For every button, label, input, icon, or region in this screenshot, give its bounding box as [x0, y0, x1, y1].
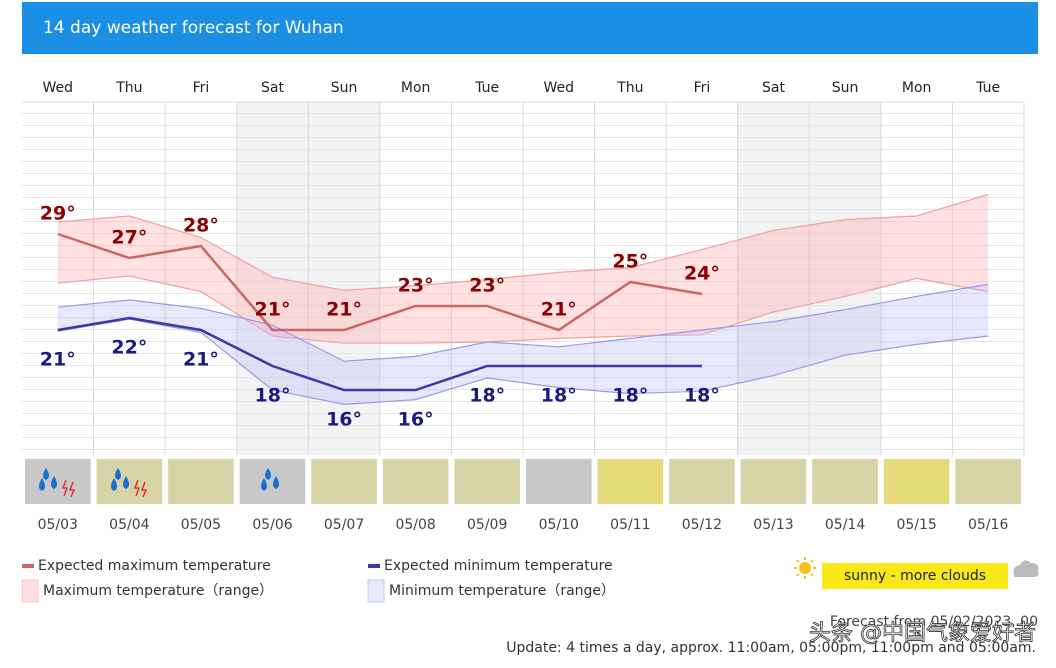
temperature-label: 16° [326, 409, 362, 431]
range-edge [57, 193, 989, 292]
day-label: Thu [115, 80, 142, 96]
date-label: 05/14 [825, 517, 865, 533]
temperature-label: 21° [183, 349, 219, 371]
date-label: 05/06 [252, 517, 292, 533]
weather-legend-box [822, 563, 1008, 589]
weather-tile [454, 459, 520, 504]
day-label: Sat [762, 80, 785, 96]
range-edge [57, 318, 989, 406]
weather-tile [812, 459, 878, 504]
forecast-note: Forecast from 05/02/2023, 00 [830, 614, 1038, 630]
temperature-label: 21° [255, 299, 291, 321]
date-label: 05/10 [539, 517, 579, 533]
cloud-icon [1013, 560, 1039, 578]
day-label: Sun [331, 80, 358, 96]
weather-tile [669, 459, 735, 504]
legend-swatch [22, 564, 34, 568]
date-label: 05/09 [467, 517, 507, 533]
rain-thunder-icon [111, 468, 147, 498]
day-label: Tue [975, 80, 1000, 96]
weather-tile [382, 459, 449, 504]
day-label: Sat [261, 80, 284, 96]
legend-label: Expected minimum temperature [384, 558, 613, 574]
temperature-label: 27° [111, 227, 147, 249]
weather-tile [525, 459, 592, 504]
day-label: Fri [694, 80, 711, 96]
date-label: 05/03 [38, 517, 78, 533]
day-label: Wed [544, 80, 575, 96]
date-label: 05/04 [109, 517, 149, 533]
watermark: 头条 @中国气象爱好者 [809, 621, 1036, 646]
temperature-label: 16° [398, 409, 434, 431]
date-label: 05/08 [395, 517, 435, 533]
temperature-label: 18° [612, 385, 648, 407]
weather-tile [168, 459, 234, 504]
weather-tile [239, 459, 306, 504]
date-label: 05/07 [324, 517, 364, 533]
temperature-label: 21° [326, 299, 362, 321]
legend-label: Expected maximum temperature [38, 558, 271, 574]
temperature-label: 29° [40, 203, 76, 225]
date-label: 05/11 [610, 517, 650, 533]
day-label: Thu [616, 80, 643, 96]
weather-tile [740, 459, 807, 504]
legend-label: Minimum temperature（range） [389, 583, 615, 599]
rain-thunder-icon [39, 468, 75, 498]
temperature-label: 22° [111, 337, 147, 359]
day-label: Fri [193, 80, 210, 96]
temperature-label: 25° [612, 251, 648, 273]
legend-swatch [368, 564, 380, 568]
date-label: 05/05 [181, 517, 221, 533]
day-label: Wed [43, 80, 74, 96]
day-label: Mon [902, 80, 932, 96]
range-edge [57, 275, 989, 344]
rain-icon [261, 468, 279, 491]
date-label: 05/15 [896, 517, 936, 533]
date-label: 05/12 [682, 517, 722, 533]
sun-icon [794, 557, 816, 579]
range-band [57, 194, 989, 344]
header-title: 14 day weather forecast for Wuhan [43, 18, 344, 38]
temperature-label: 24° [684, 263, 720, 285]
day-label: Mon [401, 80, 431, 96]
day-label: Tue [474, 80, 499, 96]
temperature-label: 18° [469, 385, 505, 407]
day-label: Sun [832, 80, 859, 96]
weather-icons [39, 468, 279, 498]
temperature-label: 18° [541, 385, 577, 407]
temperature-line [57, 316, 702, 392]
weather-tile [883, 459, 950, 504]
weather-legend-label: sunny - more clouds [844, 568, 986, 584]
temperature-line [57, 232, 703, 332]
temperature-label: 18° [684, 385, 720, 407]
legend-swatch [367, 579, 385, 603]
legend-label: Maximum temperature（range） [43, 583, 273, 599]
date-label: 05/13 [753, 517, 793, 533]
weather-tile [311, 459, 377, 504]
temperature-label: 21° [541, 299, 577, 321]
weather-tile [597, 459, 664, 504]
temperature-label: 18° [255, 385, 291, 407]
temperature-label: 28° [183, 215, 219, 237]
legend-swatch [21, 579, 39, 603]
temperature-label: 21° [40, 349, 76, 371]
temperature-label: 23° [469, 275, 505, 297]
weather-tile [955, 459, 1021, 504]
weather-tile [96, 459, 163, 504]
weather-tile [25, 459, 91, 504]
plot: Wed 05/03 Thu 05/04 Fri 05/05 Sat 05/06 Sun 05/07… [22, 80, 1025, 533]
header-bar [22, 2, 1038, 54]
range-edge [57, 283, 989, 362]
update-note: Update: 4 times a day, approx. 11:00am, … [506, 640, 1036, 656]
temperature-label: 23° [398, 275, 434, 297]
date-label: 05/16 [968, 517, 1008, 533]
